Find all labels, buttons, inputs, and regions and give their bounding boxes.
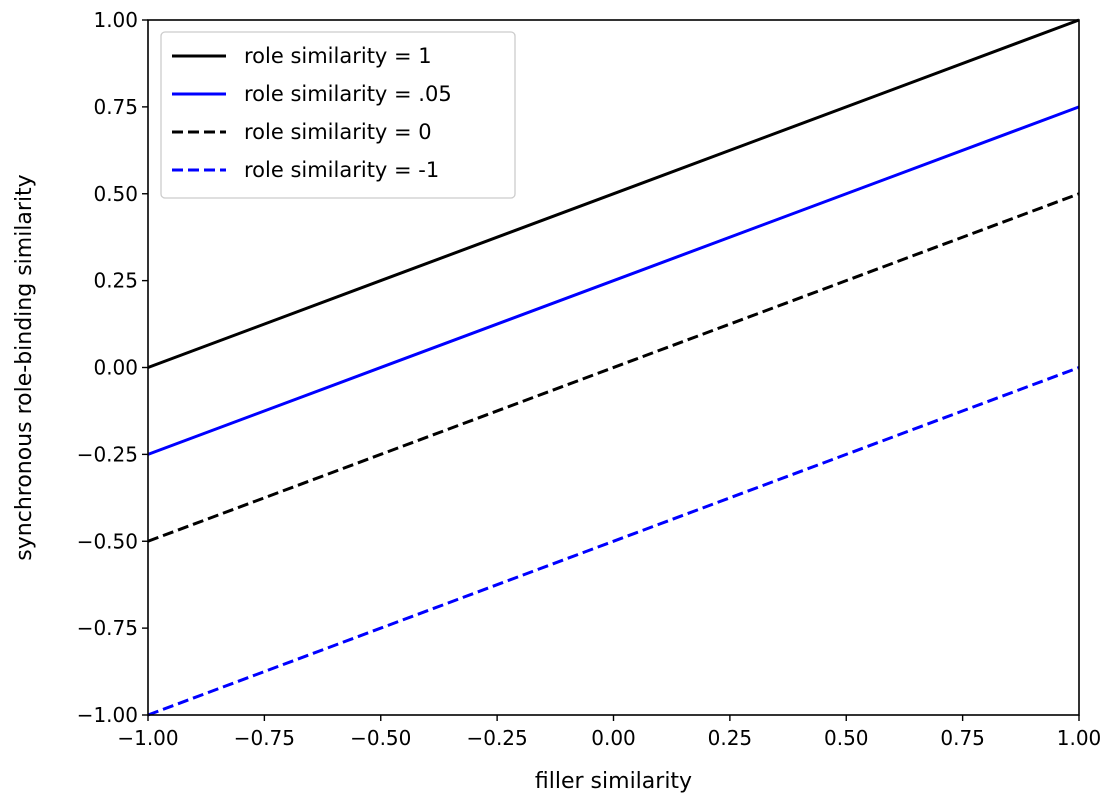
- legend-item: role similarity = .05: [172, 82, 452, 106]
- legend-item: role similarity = 0: [172, 120, 432, 144]
- y-axis-title: synchronous role-binding similarity: [12, 174, 37, 560]
- legend-label: role similarity = .05: [244, 82, 452, 106]
- series-line-4: [147, 366, 1080, 717]
- y-tick-label: −0.25: [77, 442, 138, 466]
- y-axis-ticks: −1.00 −0.75 −0.50 −0.25 0.00 0.25 0.50 0.75 1.00: [77, 8, 148, 727]
- x-tick-label: 0.50: [824, 726, 869, 750]
- y-tick-label: −1.00: [77, 703, 138, 727]
- y-tick-label: 0.00: [93, 356, 138, 380]
- legend: role similarity = 1 role similarity = .05…: [160, 31, 516, 199]
- x-axis-title: filler similarity: [535, 769, 692, 794]
- x-axis-ticks: −1.00 −0.75 −0.50 −0.25 0.00 0.25 0.50 0.75 1.00: [117, 715, 1101, 750]
- y-tick-label: −0.50: [77, 529, 138, 553]
- series-line-1: [147, 18, 1080, 369]
- legend-label: role similarity = 1: [244, 44, 432, 68]
- y-tick-label: −0.75: [77, 616, 138, 640]
- series-line-3: [147, 192, 1080, 543]
- x-tick-label: 0.00: [591, 726, 636, 750]
- legend-box: [160, 31, 516, 199]
- x-tick-label: 0.75: [940, 726, 985, 750]
- series-layer: [147, 18, 1080, 717]
- y-tick-label: 0.25: [93, 269, 138, 293]
- legend-label: role similarity = -1: [244, 158, 439, 182]
- legend-item: role similarity = -1: [172, 158, 439, 182]
- x-tick-label: 0.25: [708, 726, 753, 750]
- legend-item: role similarity = 1: [172, 44, 432, 68]
- x-tick-label: 1.00: [1057, 726, 1102, 750]
- y-tick-label: 0.50: [93, 182, 138, 206]
- x-tick-label: −0.50: [350, 726, 411, 750]
- x-tick-label: −0.75: [234, 726, 295, 750]
- legend-label: role similarity = 0: [244, 120, 432, 144]
- y-tick-label: 1.00: [93, 8, 138, 32]
- series-line-2: [147, 105, 1080, 456]
- y-tick-label: 0.75: [93, 95, 138, 119]
- x-tick-label: −0.25: [466, 726, 527, 750]
- x-tick-label: −1.00: [117, 726, 178, 750]
